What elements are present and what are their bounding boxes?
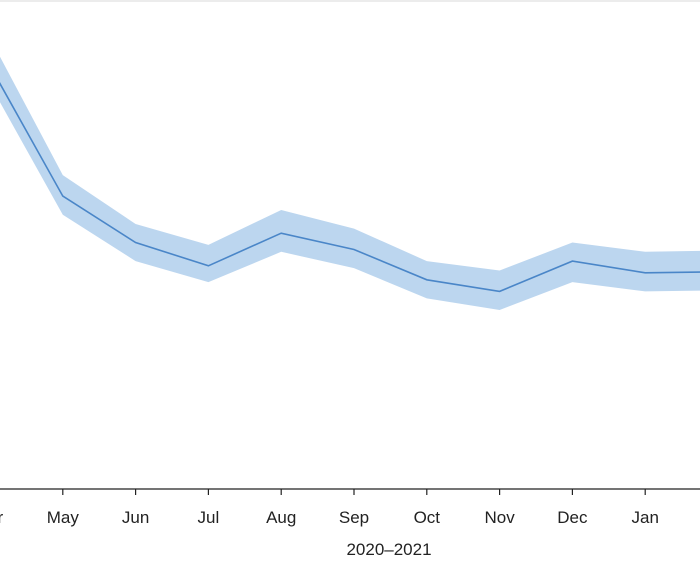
series-line — [0, 82, 700, 293]
x-ticks — [62, 489, 646, 495]
x-tick-label: Oct — [414, 508, 441, 527]
x-tick-label: Nov — [484, 508, 515, 527]
x-tick-label: Aug — [266, 508, 296, 527]
x-tick-label: Jan — [631, 508, 658, 527]
x-tick-label: May — [47, 508, 80, 527]
x-tick-labels: Apr May Jun Jul Aug Sep Oct Nov Dec Jan — [0, 508, 659, 527]
x-tick-label: Dec — [557, 508, 588, 527]
x-tick-label: Apr — [0, 508, 4, 527]
x-axis-title: 2020–2021 — [346, 540, 431, 559]
x-tick-label: Jun — [122, 508, 149, 527]
x-tick-label: Jul — [198, 508, 220, 527]
x-tick-label: Sep — [339, 508, 369, 527]
confidence-band — [0, 56, 700, 310]
